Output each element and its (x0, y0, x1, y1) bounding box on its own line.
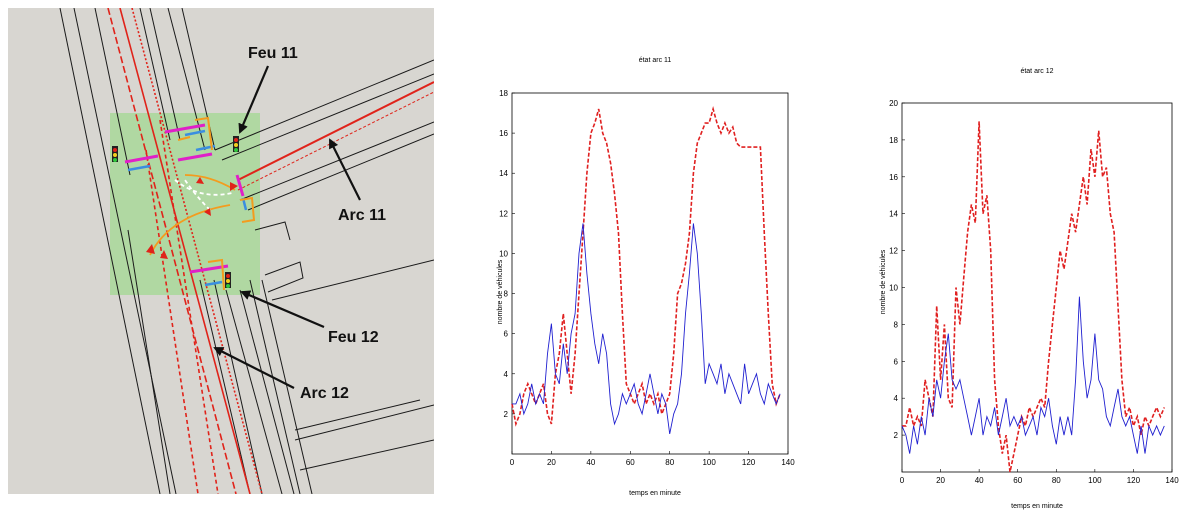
x-tick-label: 100 (1088, 476, 1102, 485)
series-line-blue-solid (512, 223, 781, 434)
label-arc-12: Arc 12 (300, 385, 349, 402)
y-tick-label: 16 (889, 173, 898, 182)
x-tick-label: 80 (1052, 476, 1061, 485)
y-tick-label: 12 (889, 247, 898, 256)
x-tick-label: 0 (900, 476, 905, 485)
x-tick-label: 40 (975, 476, 984, 485)
y-tick-label: 6 (504, 330, 509, 339)
x-tick-label: 20 (547, 458, 556, 467)
y-tick-label: 4 (894, 394, 899, 403)
label-feu-12: Feu 12 (328, 329, 379, 346)
chart-etat-arc-11: état arc 11 nombre de véhicules temps en… (497, 57, 795, 497)
network-map: Feu 11 Arc 11 Feu 12 Arc 12 (8, 8, 434, 494)
y-tick-label: 2 (894, 431, 899, 440)
y-tick-label: 4 (504, 370, 509, 379)
chart-etat-arc-12: état arc 12 nombre de véhicules temps en… (880, 68, 1179, 510)
callout-arrows (213, 65, 361, 389)
chart-title: état arc 12 (1020, 68, 1053, 75)
x-tick-label: 140 (1165, 476, 1179, 485)
x-tick-label: 60 (1013, 476, 1022, 485)
label-feu-11: Feu 11 (248, 45, 298, 62)
y-tick-label: 12 (499, 209, 508, 218)
x-tick-label: 120 (1127, 476, 1141, 485)
x-tick-label: 100 (702, 458, 716, 467)
x-tick-label: 40 (586, 458, 595, 467)
y-tick-label: 10 (499, 249, 508, 258)
series-line-red-dashed (902, 121, 1166, 473)
plot-frame (511, 92, 789, 455)
y-tick-label: 2 (504, 410, 509, 419)
x-tick-label: 0 (510, 458, 515, 467)
x-axis-label: temps en minute (1011, 503, 1063, 510)
x-tick-label: 140 (781, 458, 795, 467)
y-tick-label: 8 (894, 320, 899, 329)
red-links (107, 8, 434, 494)
x-tick-label: 80 (665, 458, 674, 467)
traffic-light-feu-12 (225, 272, 231, 288)
x-tick-label: 120 (742, 458, 756, 467)
y-tick-label: 14 (889, 210, 898, 219)
y-tick-label: 6 (894, 357, 899, 366)
y-tick-label: 10 (889, 284, 898, 293)
y-tick-label: 16 (499, 129, 508, 138)
y-tick-label: 8 (504, 290, 509, 299)
zone-brackets (177, 116, 256, 291)
chart-title: état arc 11 (639, 57, 672, 64)
y-tick-label: 14 (499, 169, 508, 178)
y-tick-label: 18 (889, 136, 898, 145)
y-axis-label: nombre de véhicules (880, 249, 887, 314)
x-tick-label: 20 (936, 476, 945, 485)
x-axis-label: temps en minute (629, 490, 681, 497)
series-line-red-dashed (511, 106, 781, 427)
traffic-light-feu-11 (233, 136, 239, 152)
x-tick-label: 60 (626, 458, 635, 467)
y-tick-label: 18 (499, 89, 508, 98)
red-arrowheads (146, 177, 238, 259)
y-axis-label: nombre de véhicules (497, 259, 504, 324)
series-line-blue-solid (901, 296, 1165, 454)
label-arc-11: Arc 11 (338, 207, 386, 224)
y-tick-label: 20 (889, 99, 898, 108)
traffic-light-left (112, 146, 118, 162)
